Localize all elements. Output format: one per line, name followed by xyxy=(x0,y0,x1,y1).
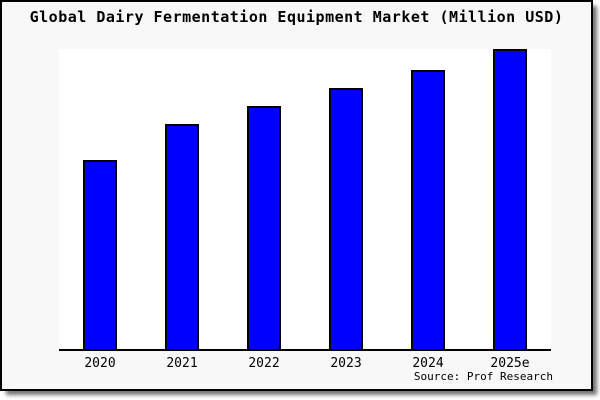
bar xyxy=(493,49,527,349)
bar xyxy=(411,70,445,349)
plot-area xyxy=(59,49,551,351)
x-tick-label: 2024 xyxy=(412,356,444,371)
source-credit: Source: Prof Research xyxy=(413,370,553,383)
x-tick-label: 2021 xyxy=(166,356,198,371)
bar-band xyxy=(387,49,469,349)
x-axis-tick-row: 2020 2021 2022 2023 2024 2025e xyxy=(59,356,551,371)
bar xyxy=(165,124,199,349)
x-tick-label: 2022 xyxy=(248,356,280,371)
x-tick-label: 2020 xyxy=(84,356,116,371)
bar-band xyxy=(59,49,141,349)
x-tick-label: 2025e xyxy=(490,356,530,371)
bar-band xyxy=(223,49,305,349)
bar xyxy=(247,106,281,349)
x-tick-label: 2023 xyxy=(330,356,362,371)
chart-frame: Global Dairy Fermentation Equipment Mark… xyxy=(0,0,593,391)
bar xyxy=(83,160,117,349)
bar-band xyxy=(305,49,387,349)
bar-band xyxy=(141,49,223,349)
chart-title: Global Dairy Fermentation Equipment Mark… xyxy=(29,8,564,26)
bar xyxy=(329,88,363,349)
bar-band xyxy=(469,49,551,349)
